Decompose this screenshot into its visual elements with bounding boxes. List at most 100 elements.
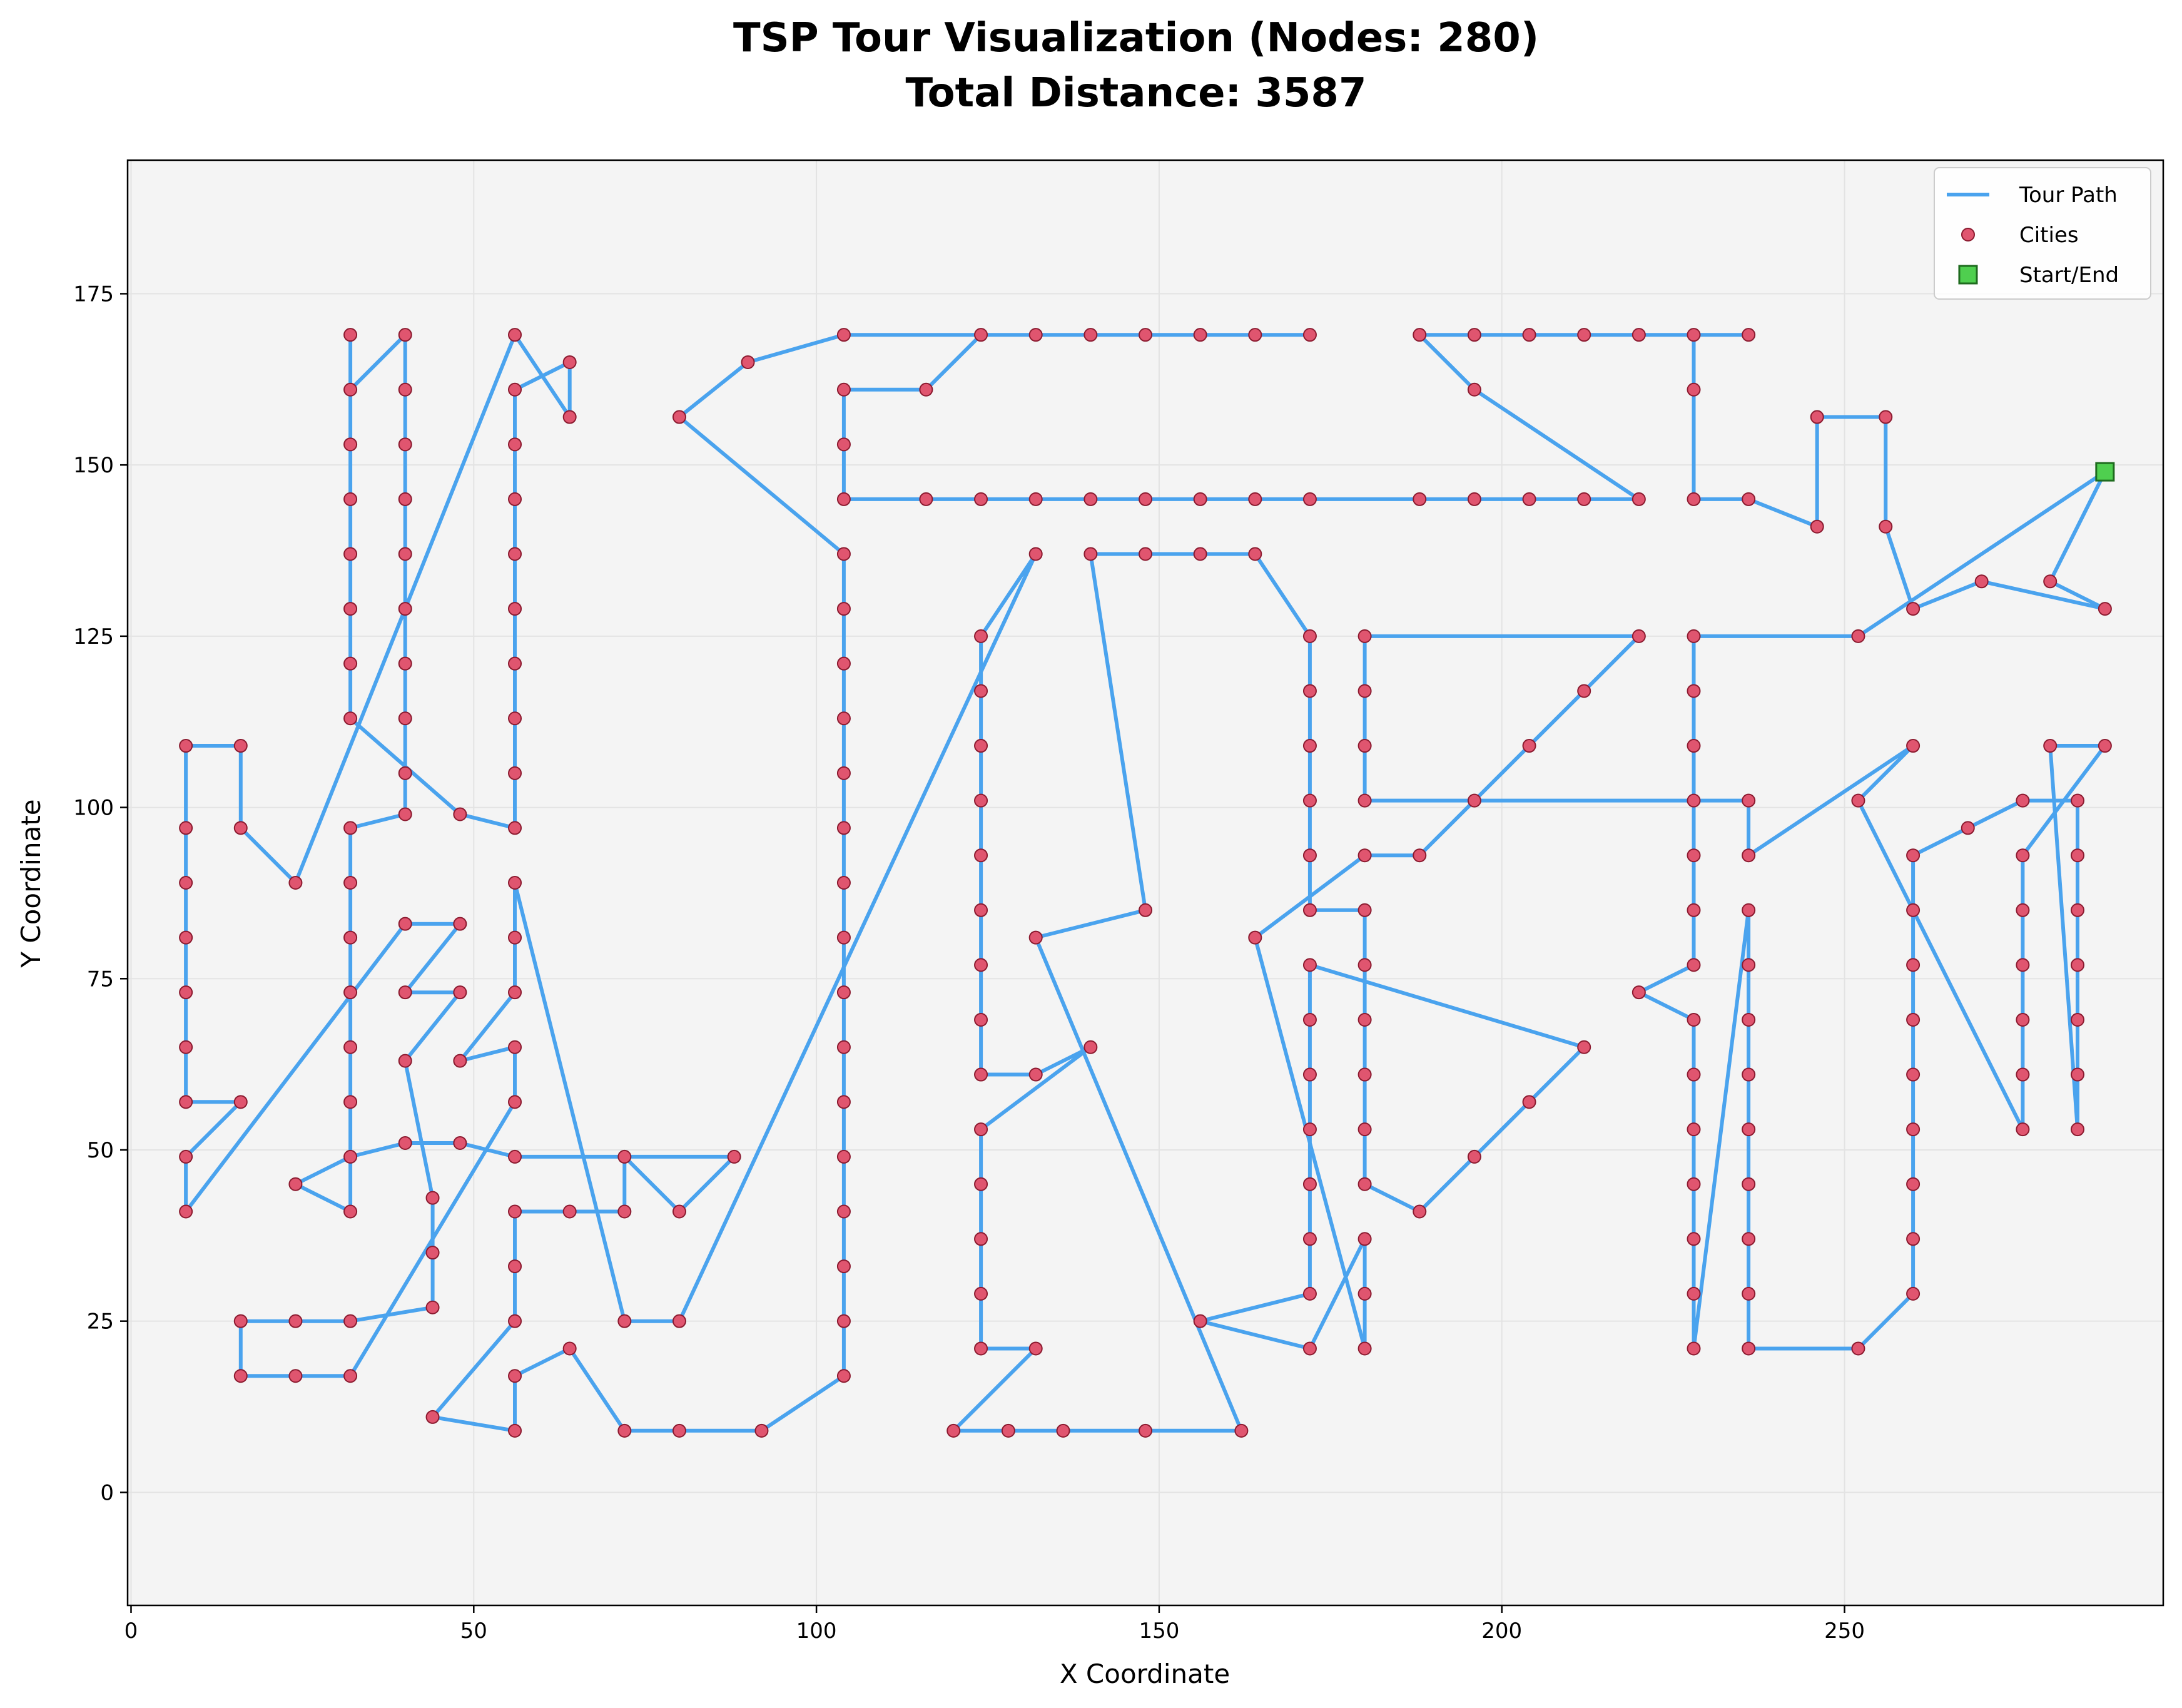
city-point	[508, 328, 522, 342]
plot-area	[128, 160, 2163, 1605]
city-point	[836, 1149, 851, 1164]
city-point	[836, 1095, 851, 1109]
city-point	[179, 1149, 193, 1164]
city-point	[1631, 492, 1646, 506]
city-point	[1742, 1122, 1756, 1137]
city-point	[343, 656, 358, 671]
y-tick-label: 50	[87, 1138, 114, 1163]
x-tick-label: 150	[1139, 1619, 1179, 1644]
city-point	[1687, 684, 1701, 698]
x-tick-label: 0	[124, 1619, 138, 1644]
city-point	[974, 739, 988, 753]
city-point	[343, 1314, 358, 1328]
city-point	[1742, 1012, 1756, 1027]
city-point	[425, 1300, 440, 1314]
city-point	[508, 492, 522, 506]
city-point	[2016, 793, 2030, 808]
city-point	[1139, 547, 1152, 561]
city-point	[1302, 1232, 1317, 1246]
city-point	[836, 328, 851, 342]
city-point	[425, 1191, 440, 1205]
city-point	[1906, 1177, 1921, 1191]
city-point	[1139, 1423, 1152, 1438]
city-point	[398, 985, 412, 1000]
city-point	[425, 1410, 440, 1424]
city-point	[1577, 1040, 1591, 1054]
city-point	[1467, 1149, 1481, 1164]
city-point	[1687, 793, 1701, 808]
city-point	[974, 328, 988, 342]
city-point	[343, 711, 358, 726]
city-point	[1028, 492, 1043, 506]
city-point	[1906, 1067, 1921, 1082]
y-tick-label: 125	[73, 624, 114, 649]
city-point	[1028, 328, 1043, 342]
city-point	[1083, 547, 1098, 561]
tour-path	[184, 333, 2107, 1433]
city-point	[179, 1204, 193, 1219]
city-point	[836, 1204, 851, 1219]
city-point	[2071, 1067, 2085, 1082]
city-point	[1467, 793, 1481, 808]
city-point	[453, 985, 467, 1000]
city-point	[179, 1095, 193, 1109]
city-point	[508, 1259, 522, 1274]
city-point	[836, 985, 851, 1000]
city-point	[1906, 848, 1921, 863]
city-point	[836, 1040, 851, 1054]
city-point	[1742, 793, 1756, 808]
city-point	[836, 930, 851, 945]
city-point	[1139, 328, 1152, 342]
city-point	[1742, 492, 1756, 506]
x-tick-label: 50	[460, 1619, 487, 1644]
city-point	[343, 1369, 358, 1383]
start-layer	[2095, 462, 2115, 482]
city-point	[1413, 848, 1427, 863]
city-point	[617, 1314, 632, 1328]
city-point	[1742, 903, 1756, 917]
city-point	[508, 1423, 522, 1438]
city-point	[508, 547, 522, 561]
city-point	[836, 656, 851, 671]
city-point	[453, 917, 467, 931]
city-point	[1742, 1232, 1756, 1246]
city-point	[343, 492, 358, 506]
city-point	[1742, 1177, 1756, 1191]
city-point	[562, 1341, 577, 1356]
city-point	[1687, 739, 1701, 753]
city-point	[288, 1369, 303, 1383]
city-point	[2016, 958, 2030, 972]
plot-frame	[126, 159, 2164, 1607]
city-point	[727, 1149, 741, 1164]
y-tick-label: 175	[73, 282, 114, 307]
city-point	[508, 1314, 522, 1328]
city-point	[508, 711, 522, 726]
city-point	[1687, 1286, 1701, 1301]
city-point	[398, 807, 412, 821]
city-point	[398, 917, 412, 931]
x-tick-label: 250	[1824, 1619, 1865, 1644]
city-point	[508, 766, 522, 780]
city-point	[1577, 492, 1591, 506]
city-point	[1687, 1341, 1701, 1356]
city-point	[398, 711, 412, 726]
y-tick-label: 100	[73, 796, 114, 821]
city-point	[233, 1314, 248, 1328]
city-point	[1906, 903, 1921, 917]
city-point	[1357, 848, 1372, 863]
city-point	[617, 1149, 632, 1164]
city-point	[1742, 1341, 1756, 1356]
city-point	[1139, 492, 1152, 506]
city-point	[1357, 739, 1372, 753]
city-point	[672, 410, 686, 424]
city-point	[1851, 1341, 1865, 1356]
city-point	[836, 1259, 851, 1274]
city-point	[2098, 602, 2112, 616]
city-point	[974, 793, 988, 808]
city-point	[1357, 684, 1372, 698]
city-point	[508, 985, 522, 1000]
legend-box	[1934, 167, 2151, 300]
city-point	[1302, 328, 1317, 342]
city-point	[836, 1314, 851, 1328]
